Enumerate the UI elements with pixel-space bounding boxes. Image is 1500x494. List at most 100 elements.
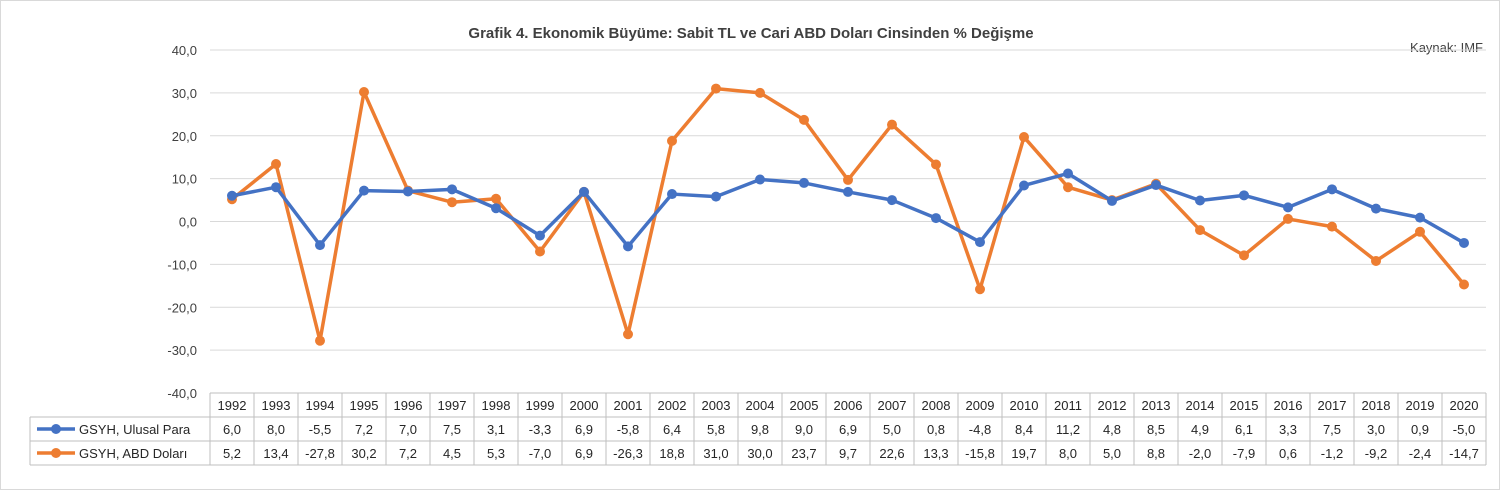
y-tick-label: 0,0 — [179, 215, 197, 230]
data-point — [711, 191, 721, 202]
y-tick-label: -10,0 — [167, 257, 197, 272]
data-point — [579, 186, 589, 197]
data-label: 8,5 — [1147, 422, 1165, 437]
category-label: 2016 — [1274, 398, 1303, 413]
data-point — [359, 185, 369, 196]
data-label: 5,0 — [1103, 446, 1121, 461]
data-point — [1195, 225, 1205, 236]
data-label: 4,9 — [1191, 422, 1209, 437]
data-point — [843, 174, 853, 185]
data-label: 8,4 — [1015, 422, 1033, 437]
data-label: -4,8 — [969, 422, 991, 437]
data-label: 23,7 — [791, 446, 816, 461]
data-label: -3,3 — [529, 422, 551, 437]
data-point — [1459, 237, 1469, 248]
data-point — [667, 189, 677, 200]
data-label: 0,6 — [1279, 446, 1297, 461]
data-point — [447, 184, 457, 195]
data-label: 22,6 — [879, 446, 904, 461]
category-label: 2014 — [1186, 398, 1215, 413]
data-label: -7,0 — [529, 446, 551, 461]
legend-label: GSYH, ABD Doları — [79, 446, 187, 461]
data-label: 8,0 — [267, 422, 285, 437]
legend-label: GSYH, Ulusal Para — [79, 422, 191, 437]
data-point — [1327, 221, 1337, 232]
data-label: -27,8 — [305, 446, 335, 461]
legend-marker — [51, 424, 61, 434]
category-label: 2003 — [702, 398, 731, 413]
data-label: 5,3 — [487, 446, 505, 461]
y-tick-label: 10,0 — [172, 172, 197, 187]
data-point — [1063, 182, 1073, 193]
data-label: 7,0 — [399, 422, 417, 437]
data-point — [227, 190, 237, 201]
chart-title: Grafik 4. Ekonomik Büyüme: Sabit TL ve C… — [468, 25, 1033, 42]
category-label: 1994 — [306, 398, 335, 413]
data-point — [271, 182, 281, 193]
data-label: 3,3 — [1279, 422, 1297, 437]
category-label: 2006 — [834, 398, 863, 413]
data-label: 6,9 — [839, 422, 857, 437]
data-label: 3,0 — [1367, 422, 1385, 437]
category-label: 2002 — [658, 398, 687, 413]
data-label: 5,8 — [707, 422, 725, 437]
category-label: 2018 — [1362, 398, 1391, 413]
data-label: -5,0 — [1453, 422, 1475, 437]
data-point — [755, 87, 765, 98]
data-point — [1459, 279, 1469, 290]
data-label: -7,9 — [1233, 446, 1255, 461]
data-label: -2,4 — [1409, 446, 1431, 461]
category-label: 2008 — [922, 398, 951, 413]
category-label: 1997 — [438, 398, 467, 413]
data-label: -2,0 — [1189, 446, 1211, 461]
y-tick-label: -30,0 — [167, 343, 197, 358]
category-label: 2001 — [614, 398, 643, 413]
data-point — [491, 203, 501, 214]
data-point — [447, 197, 457, 208]
category-label: 1998 — [482, 398, 511, 413]
category-label: 2012 — [1098, 398, 1127, 413]
data-point — [799, 177, 809, 188]
data-point — [1019, 180, 1029, 191]
data-point — [667, 135, 677, 146]
data-label: 5,0 — [883, 422, 901, 437]
data-point — [931, 213, 941, 224]
category-label: 2013 — [1142, 398, 1171, 413]
data-point — [535, 230, 545, 241]
data-label: 8,8 — [1147, 446, 1165, 461]
data-label: 31,0 — [703, 446, 728, 461]
category-label: 1999 — [526, 398, 555, 413]
data-label: 4,8 — [1103, 422, 1121, 437]
data-label: 7,5 — [1323, 422, 1341, 437]
data-label: 6,0 — [223, 422, 241, 437]
category-label: 2004 — [746, 398, 775, 413]
data-point — [843, 186, 853, 197]
data-label: 30,2 — [351, 446, 376, 461]
category-label: 2010 — [1010, 398, 1039, 413]
data-point — [931, 159, 941, 170]
data-point — [623, 241, 633, 252]
category-label: 2011 — [1054, 398, 1082, 413]
category-label: 2017 — [1318, 398, 1347, 413]
data-point — [1283, 202, 1293, 213]
data-label: 6,9 — [575, 422, 593, 437]
data-label: -9,2 — [1365, 446, 1387, 461]
data-point — [1283, 213, 1293, 224]
data-label: 30,0 — [747, 446, 772, 461]
y-tick-label: 20,0 — [172, 129, 197, 144]
data-label: -5,5 — [309, 422, 331, 437]
category-label: 2019 — [1406, 398, 1435, 413]
data-point — [403, 186, 413, 197]
data-point — [1415, 212, 1425, 223]
category-label: 1996 — [394, 398, 423, 413]
y-axis-ticks: 40,0 30,0 20,0 10,0 0,0 -10,0 -20,0 -30,0 -40,0 — [167, 43, 197, 401]
data-label: 6,1 — [1235, 422, 1253, 437]
data-label: 0,8 — [927, 422, 945, 437]
data-point — [887, 119, 897, 130]
data-label: 9,0 — [795, 422, 813, 437]
legend-marker — [51, 448, 61, 458]
category-label: 2009 — [966, 398, 995, 413]
data-point — [755, 174, 765, 185]
data-label: 5,2 — [223, 446, 241, 461]
